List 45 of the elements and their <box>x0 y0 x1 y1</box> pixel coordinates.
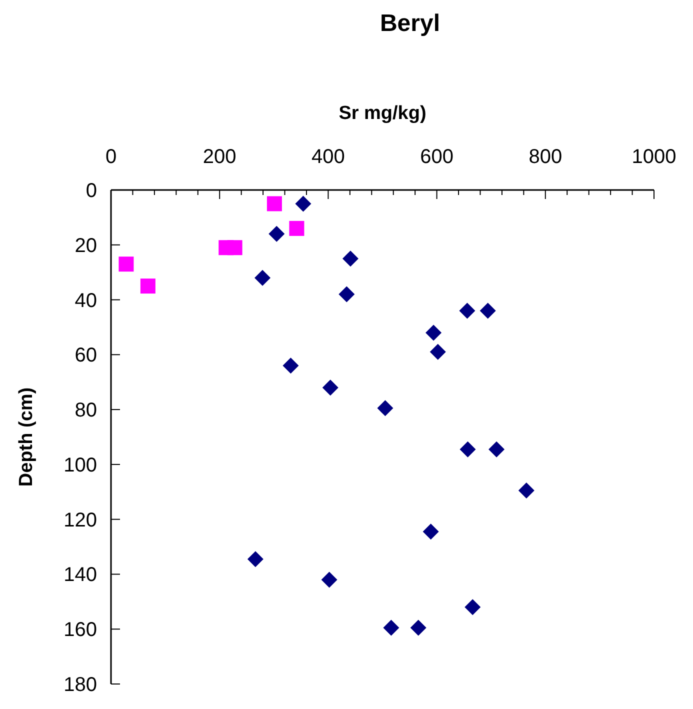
y-tick-label: 60 <box>74 344 97 367</box>
point <box>426 324 442 341</box>
point <box>118 256 134 272</box>
x-tick-label: 0 <box>105 146 117 168</box>
point <box>289 220 304 236</box>
y-tick-label: 0 <box>86 180 97 202</box>
point <box>322 380 338 396</box>
point <box>480 302 496 319</box>
point <box>410 620 426 636</box>
point <box>282 358 299 374</box>
chart-title: Beryl <box>380 10 440 37</box>
point <box>459 302 476 319</box>
x-tick-label: 600 <box>420 146 454 168</box>
point <box>383 620 400 636</box>
y-axis-title: Depth (cm) <box>16 387 37 487</box>
point <box>342 250 358 267</box>
point <box>254 270 270 286</box>
point <box>268 226 285 242</box>
point <box>464 599 481 616</box>
x-tick-label: 800 <box>528 146 562 168</box>
point <box>247 551 264 568</box>
y-tick-label: 160 <box>64 619 97 642</box>
y-tick-label: 80 <box>74 400 97 422</box>
point <box>295 196 312 212</box>
y-tick-label: 120 <box>64 509 97 532</box>
y-tick-label: 140 <box>64 564 97 586</box>
point <box>422 524 439 540</box>
x-tick-label: 200 <box>202 146 236 168</box>
x-tick-label: 1000 <box>632 146 676 168</box>
y-tick-label: 20 <box>74 234 97 257</box>
point <box>518 482 534 499</box>
point <box>338 286 355 302</box>
point <box>266 196 282 212</box>
point <box>321 572 338 588</box>
point <box>430 344 446 360</box>
point <box>140 278 156 294</box>
y-tick-label: 180 <box>64 674 97 696</box>
x-axis-title: Sr mg/kg) <box>338 103 426 124</box>
point <box>460 441 476 458</box>
point <box>227 240 242 256</box>
y-tick-label: 100 <box>64 454 97 476</box>
point <box>488 441 505 458</box>
point <box>377 400 394 416</box>
x-tick-label: 400 <box>312 146 345 168</box>
y-tick-label: 40 <box>74 290 97 312</box>
